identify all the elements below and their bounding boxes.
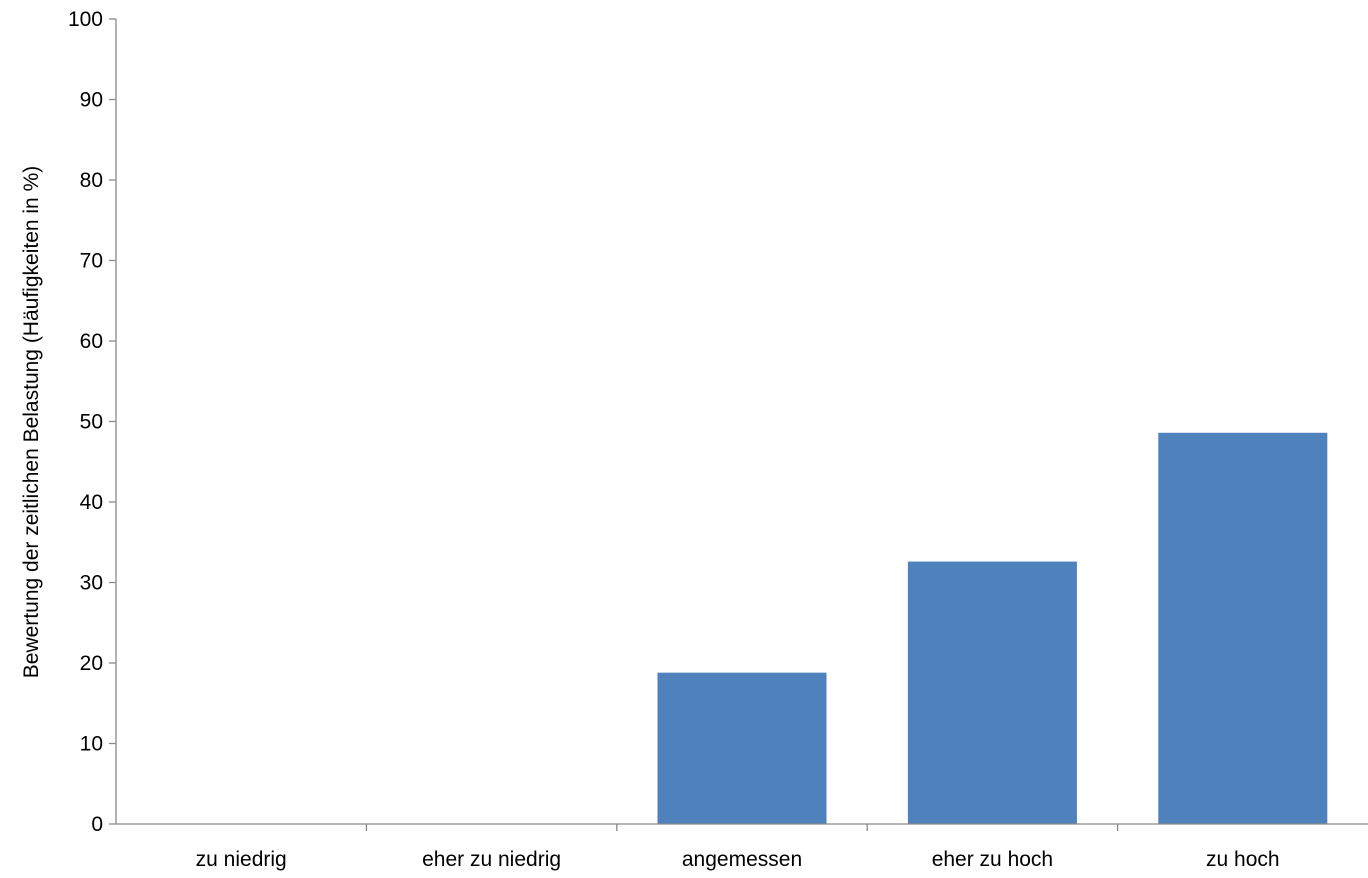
y-tick-label: 90 <box>80 89 103 112</box>
x-axis-ticks: zu niedrig eher zu niedrig angemessen eher … <box>196 824 1280 871</box>
y-axis-ticks: 0 10 20 30 40 50 60 70 80 90 100 <box>68 8 116 836</box>
y-tick-label: 10 <box>80 733 103 756</box>
y-tick-label: 100 <box>68 8 103 31</box>
x-tick-label: zu hoch <box>1206 848 1280 871</box>
y-tick-label: 30 <box>80 572 103 595</box>
y-tick-label: 70 <box>80 250 103 273</box>
y-tick-label: 50 <box>80 411 103 434</box>
bar-eher-zu-hoch <box>907 561 1077 824</box>
y-tick-label: 80 <box>80 169 103 192</box>
x-tick-label: eher zu hoch <box>932 848 1053 871</box>
bar-angemessen <box>657 672 827 824</box>
y-tick-label: 60 <box>80 330 103 353</box>
y-tick-label: 20 <box>80 652 103 675</box>
y-tick-label: 40 <box>80 491 103 514</box>
y-tick-label: 0 <box>91 813 103 836</box>
y-axis-label: Bewertung der zeitlichen Belastung (Häuf… <box>20 166 43 678</box>
x-tick-label: angemessen <box>682 848 802 871</box>
x-tick-label: zu niedrig <box>196 848 287 871</box>
x-tick-label: eher zu niedrig <box>422 848 561 871</box>
bar-group <box>657 432 1328 824</box>
bar-zu-hoch <box>1158 432 1328 824</box>
